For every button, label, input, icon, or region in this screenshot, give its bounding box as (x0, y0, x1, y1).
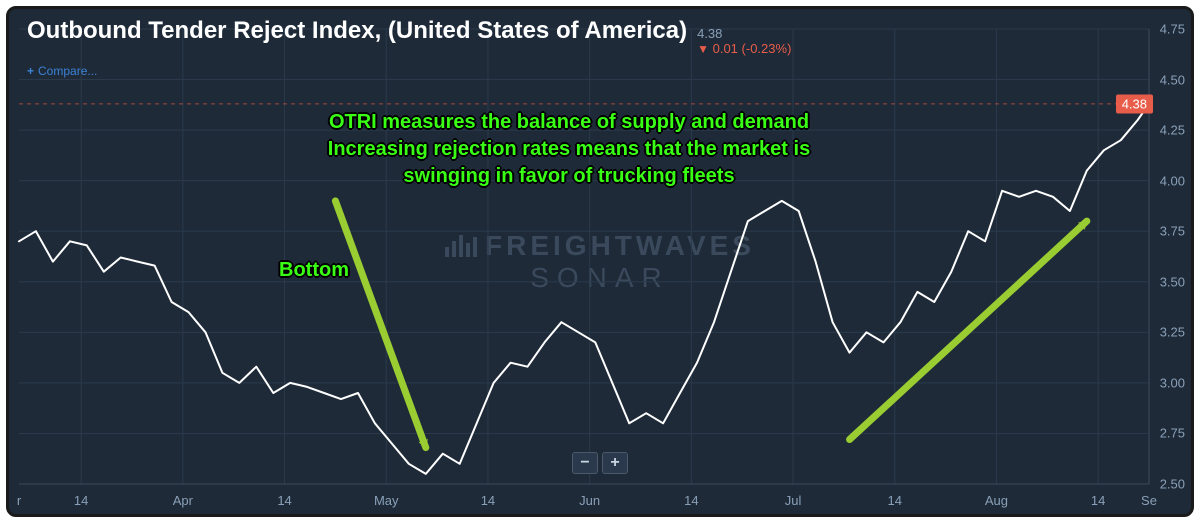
zoom-out-button[interactable]: − (572, 452, 598, 474)
current-value-badge: 4.38 (1116, 94, 1153, 113)
zoom-controls: − + (572, 452, 628, 474)
compare-button[interactable]: + Compare... (27, 64, 97, 78)
change-pct: -0.23% (746, 41, 787, 56)
change-abs: 0.01 (713, 41, 738, 56)
chart-frame: Outbound Tender Reject Index, (United St… (6, 6, 1194, 517)
current-value: 4.38 (697, 26, 791, 41)
compare-label: Compare... (38, 64, 97, 78)
change-value: ▼ 0.01 (-0.23%) (697, 41, 791, 56)
chart-header: Outbound Tender Reject Index, (United St… (27, 17, 791, 80)
zoom-in-button[interactable]: + (602, 452, 628, 474)
value-block: 4.38 ▼ 0.01 (-0.23%) (697, 26, 791, 56)
down-arrow-icon: ▼ (697, 42, 709, 56)
chart-container: Outbound Tender Reject Index, (United St… (9, 9, 1191, 514)
plus-icon: + (27, 64, 34, 78)
chart-plot[interactable] (9, 9, 1194, 517)
chart-title: Outbound Tender Reject Index, (United St… (27, 17, 687, 45)
